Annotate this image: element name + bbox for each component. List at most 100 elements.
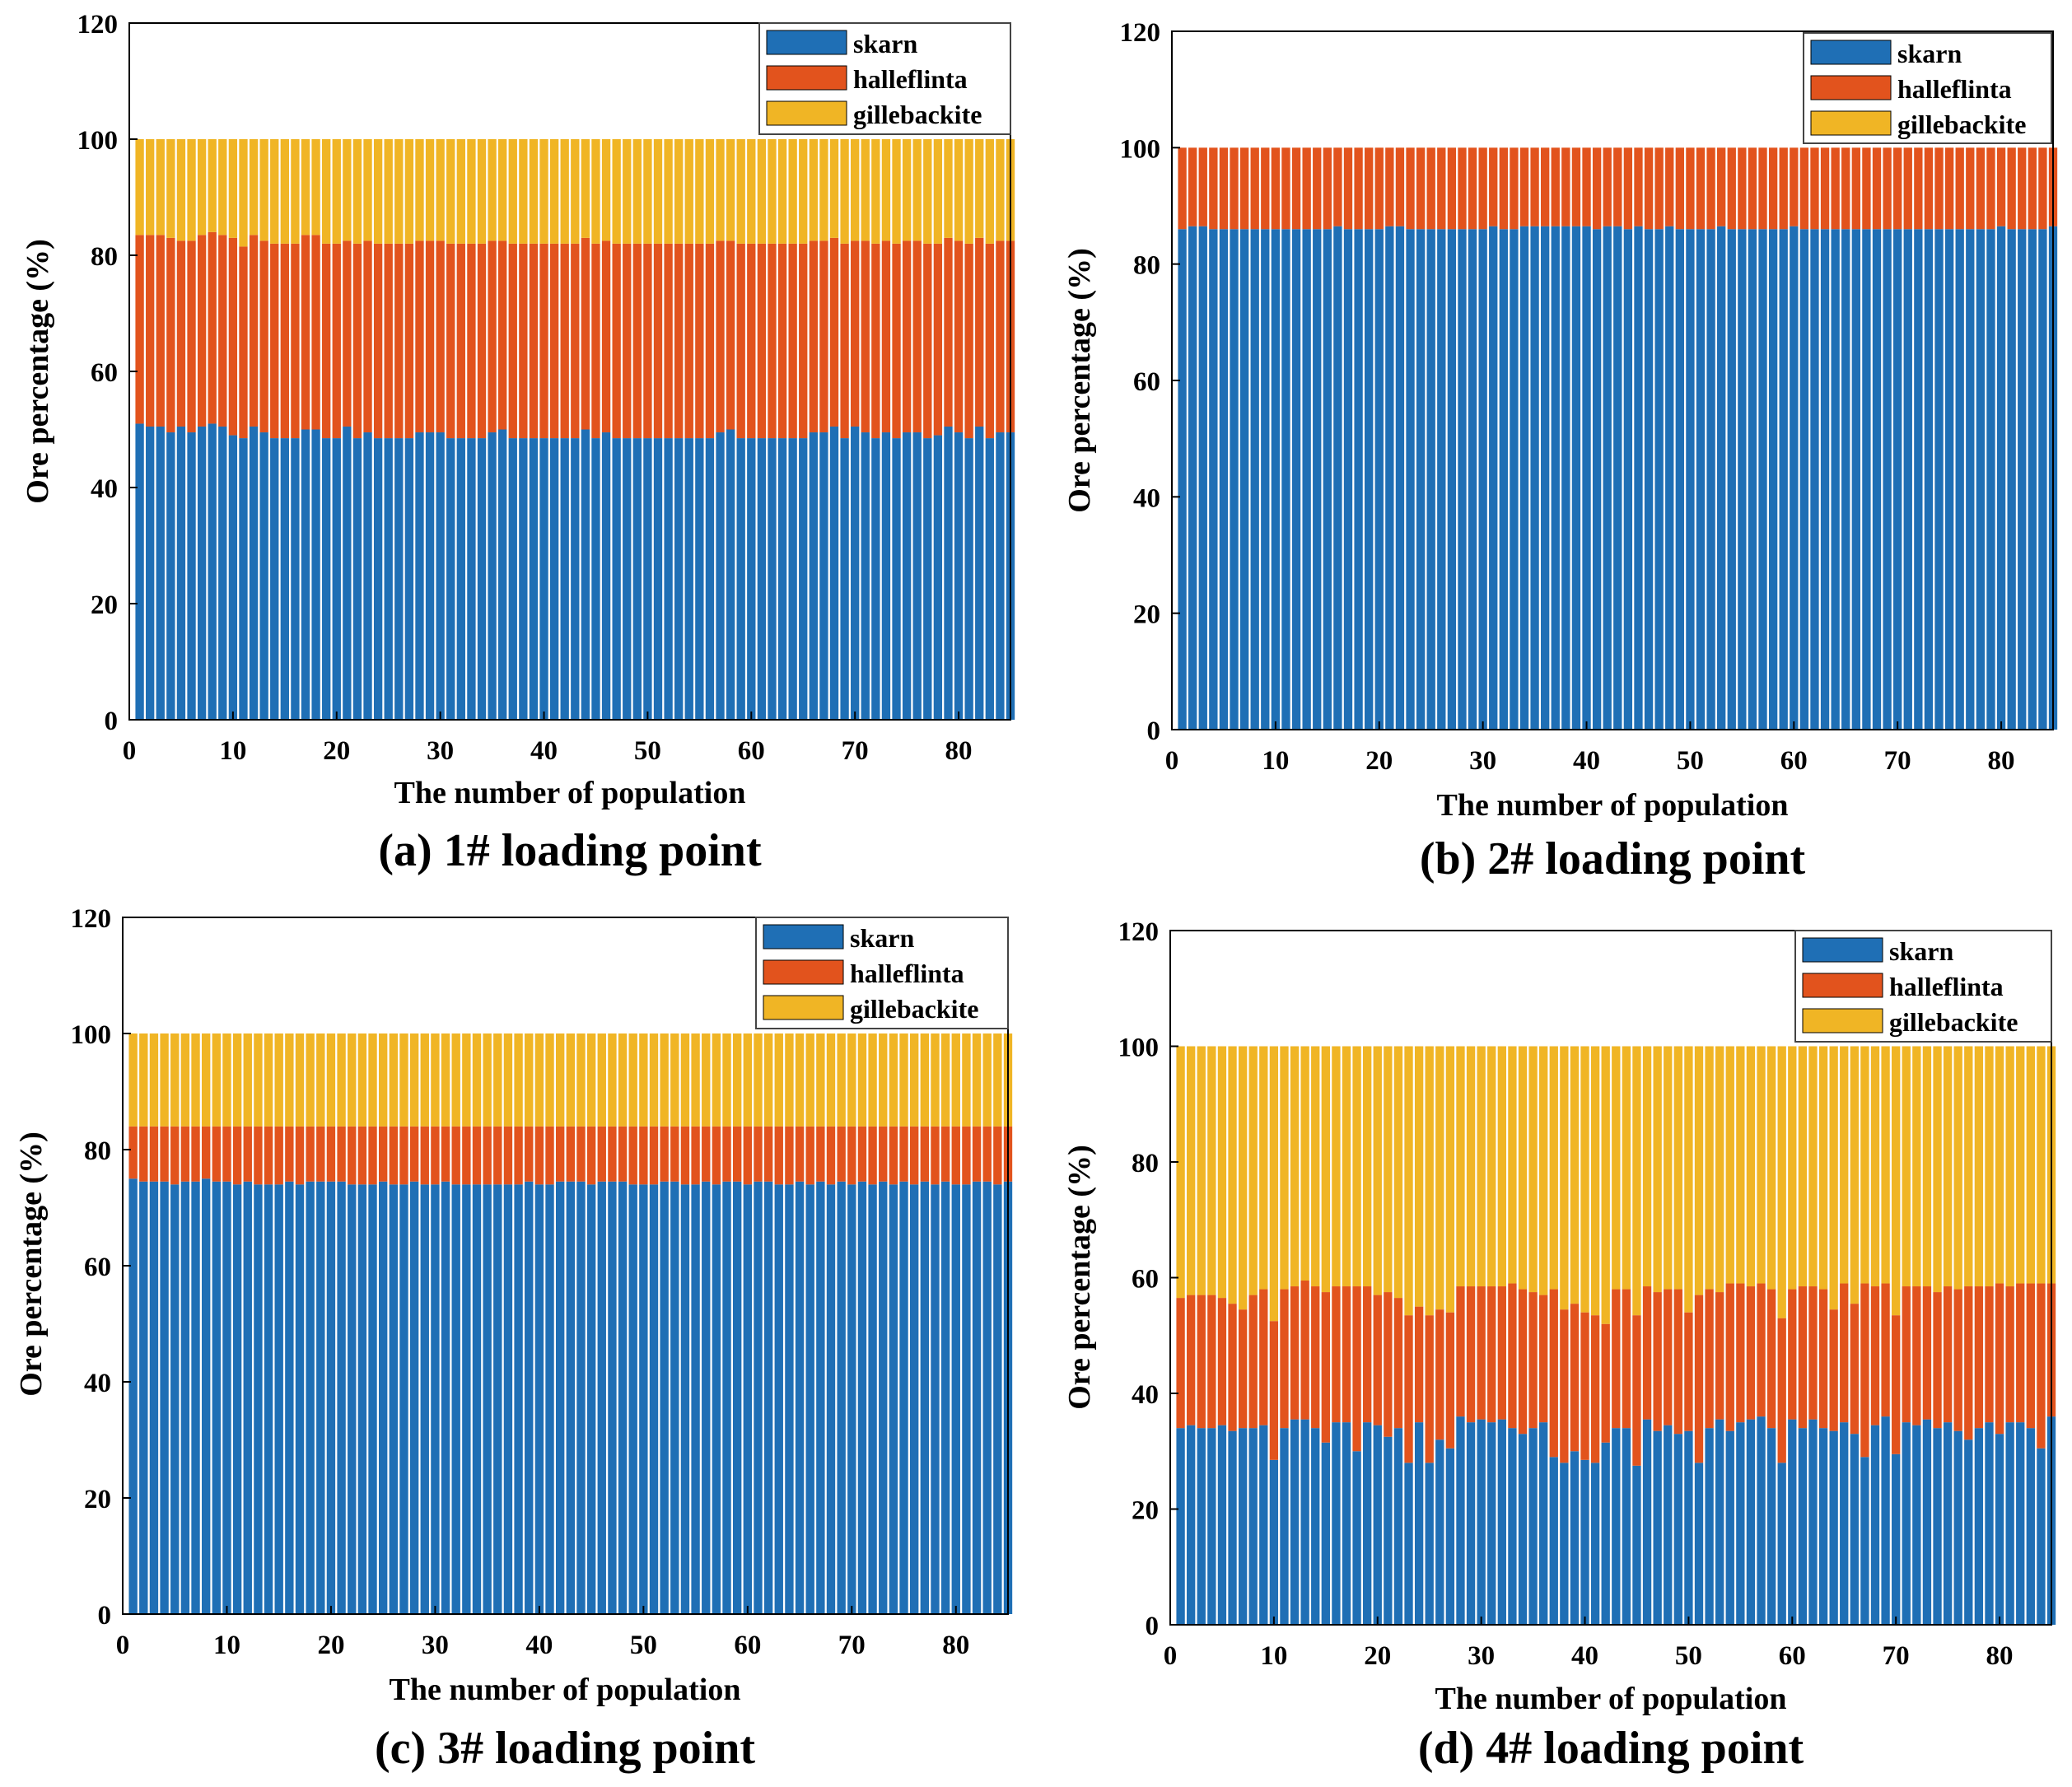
panel-a-bar-halleflinta-80 — [954, 240, 964, 433]
panel-c-bar-gillebackite-71 — [857, 1033, 867, 1127]
panel-b-bar-skarn-67 — [1862, 229, 1871, 730]
panel-b-bar-skarn-49 — [1675, 229, 1684, 730]
panel-d-bar-halleflinta-39 — [1570, 1304, 1580, 1452]
panel-c-bar-halleflinta-83 — [982, 1126, 992, 1182]
panel-d-bar-skarn-58 — [1766, 1428, 1776, 1625]
panel-c-bar-gillebackite-6 — [180, 1033, 190, 1127]
panel-c-bar-gillebackite-30 — [431, 1033, 440, 1127]
panel-b-bar-halleflinta-18 — [1354, 147, 1363, 230]
panel-a-bar-skarn-13 — [259, 432, 268, 720]
panel-b-bar-skarn-40 — [1582, 226, 1591, 730]
panel-c-bar-skarn-38 — [514, 1184, 523, 1614]
panel-c-bar-skarn-14 — [264, 1184, 273, 1614]
panel-a-bar-gillebackite-45 — [591, 139, 600, 244]
panel-a-bar-halleflinta-67 — [819, 240, 828, 433]
panel-a-y-axis-label: Ore percentage (%) — [21, 239, 55, 503]
panel-c-bar-skarn-29 — [420, 1184, 429, 1614]
panel-a-bar-gillebackite-42 — [560, 139, 569, 244]
panel-a-bar-halleflinta-52 — [664, 243, 673, 439]
panel-a-bar-gillebackite-38 — [519, 139, 528, 244]
panel-b-bar-halleflinta-1 — [1178, 147, 1187, 230]
panel-d-bar-halleflinta-37 — [1549, 1289, 1558, 1458]
panel-b-legend-swatch-skarn — [1810, 40, 1892, 65]
panel-c-bar-skarn-43 — [566, 1181, 576, 1614]
panel-c-bar-skarn-26 — [389, 1184, 399, 1614]
panel-d-legend-swatch-skarn — [1802, 937, 1883, 963]
panel-d-bar-halleflinta-50 — [1684, 1312, 1693, 1431]
panel-c-bar-gillebackite-23 — [357, 1033, 367, 1127]
panel-d-bar-halleflinta-82 — [2016, 1283, 2025, 1423]
panel-a-bar-skarn-37 — [508, 438, 517, 720]
panel-d-bar-gillebackite-74 — [1933, 1046, 1942, 1293]
panel-a-bar-skarn-49 — [632, 438, 642, 720]
panel-d-bar-skarn-25 — [1425, 1463, 1434, 1625]
panel-d-bar-gillebackite-82 — [2016, 1046, 2025, 1284]
panel-c-bar-skarn-79 — [940, 1181, 950, 1614]
panel-d-bar-skarn-45 — [1632, 1465, 1641, 1625]
panel-a-bar-halleflinta-40 — [539, 243, 548, 439]
panel-a-bar-skarn-67 — [819, 432, 828, 720]
panel-c-bar-halleflinta-29 — [420, 1126, 429, 1185]
panel-a-bar-skarn-40 — [539, 438, 548, 720]
panel-c-x-tick-label-40: 40 — [525, 1631, 553, 1660]
panel-b-bar-halleflinta-8 — [1250, 147, 1259, 230]
panel-a-bar-halleflinta-74 — [892, 243, 901, 439]
panel-a-bar-halleflinta-24 — [373, 243, 383, 439]
panel-a-bar-halleflinta-25 — [384, 243, 393, 439]
panel-d-bar-skarn-9 — [1259, 1425, 1268, 1625]
panel-c-legend-label-halleflinta: halleflinta — [850, 959, 964, 988]
panel-a-bar-skarn-60 — [747, 438, 756, 720]
panel-b-bar-halleflinta-29 — [1468, 147, 1477, 230]
panel-d-bar-gillebackite-20 — [1373, 1046, 1382, 1295]
panel-b-bar-halleflinta-30 — [1478, 147, 1487, 230]
panel-b-bar-skarn-19 — [1365, 229, 1374, 730]
panel-a-bar-skarn-58 — [726, 429, 735, 720]
panel-d-bar-gillebackite-32 — [1497, 1046, 1506, 1287]
panel-a-bar-gillebackite-62 — [768, 139, 777, 244]
panel-d-bar-halleflinta-71 — [1902, 1286, 1911, 1423]
panel-a-bar-halleflinta-34 — [477, 243, 487, 439]
panel-c-bar-halleflinta-4 — [160, 1126, 169, 1182]
panel-a-bar-halleflinta-66 — [809, 240, 818, 433]
panel-a-bar-halleflinta-47 — [612, 243, 621, 439]
panel-c-bar-skarn-39 — [525, 1181, 534, 1614]
panel-b-bar-halleflinta-40 — [1582, 147, 1591, 226]
panel-a-bar-gillebackite-68 — [829, 139, 839, 238]
panel-b-bar-skarn-60 — [1790, 226, 1799, 730]
panel-c-bar-gillebackite-12 — [243, 1033, 252, 1127]
panel-d-x-tick-label-20: 20 — [1364, 1641, 1391, 1671]
panel-b-bar-halleflinta-24 — [1416, 147, 1426, 230]
panel-a-bar-halleflinta-72 — [871, 243, 880, 439]
panel-d-bar-halleflinta-78 — [1974, 1286, 1984, 1429]
panel-c-bar-skarn-65 — [795, 1181, 805, 1614]
panel-a-bar-gillebackite-71 — [861, 139, 870, 241]
panel-a-bar-gillebackite-1 — [135, 139, 144, 236]
panel-d-bar-halleflinta-4 — [1207, 1295, 1216, 1429]
panel-b-bar-halleflinta-61 — [1799, 147, 1809, 230]
panel-a-x-tick-label-70: 70 — [842, 736, 869, 766]
panel-c-bar-halleflinta-71 — [857, 1126, 867, 1182]
panel-c-bar-gillebackite-11 — [232, 1033, 242, 1127]
panel-d-bar-halleflinta-58 — [1766, 1289, 1776, 1429]
panel-a-y-tick-label-100: 100 — [77, 126, 119, 156]
panel-c-bar-skarn-1 — [128, 1178, 138, 1614]
panel-d-bar-gillebackite-36 — [1539, 1046, 1548, 1295]
panel-a-bar-gillebackite-4 — [166, 139, 175, 238]
panel-b-bar-halleflinta-78 — [1976, 147, 1986, 230]
panel-d-y-axis-label: Ore percentage (%) — [1062, 1145, 1097, 1409]
panel-d-bar-skarn-2 — [1187, 1425, 1196, 1625]
panel-c-bar-skarn-17 — [295, 1184, 305, 1614]
panel-b-bar-halleflinta-7 — [1239, 147, 1249, 230]
panel-c-bar-halleflinta-52 — [660, 1126, 669, 1182]
panel-c-bar-skarn-51 — [649, 1184, 659, 1614]
panel-d-bar-gillebackite-58 — [1766, 1046, 1776, 1290]
panel-a-bar-gillebackite-69 — [840, 139, 849, 244]
panel-d-bar-gillebackite-24 — [1414, 1046, 1424, 1307]
panel-a-bar-halleflinta-61 — [757, 243, 767, 439]
panel-b-bar-halleflinta-60 — [1790, 147, 1799, 226]
panel-d-bar-skarn-8 — [1248, 1428, 1258, 1625]
panel-a-bar-gillebackite-7 — [197, 139, 207, 236]
panel-d-bar-gillebackite-68 — [1870, 1046, 1880, 1287]
panel-b-bar-halleflinta-48 — [1665, 147, 1674, 226]
panel-a-bar-halleflinta-42 — [560, 243, 569, 439]
